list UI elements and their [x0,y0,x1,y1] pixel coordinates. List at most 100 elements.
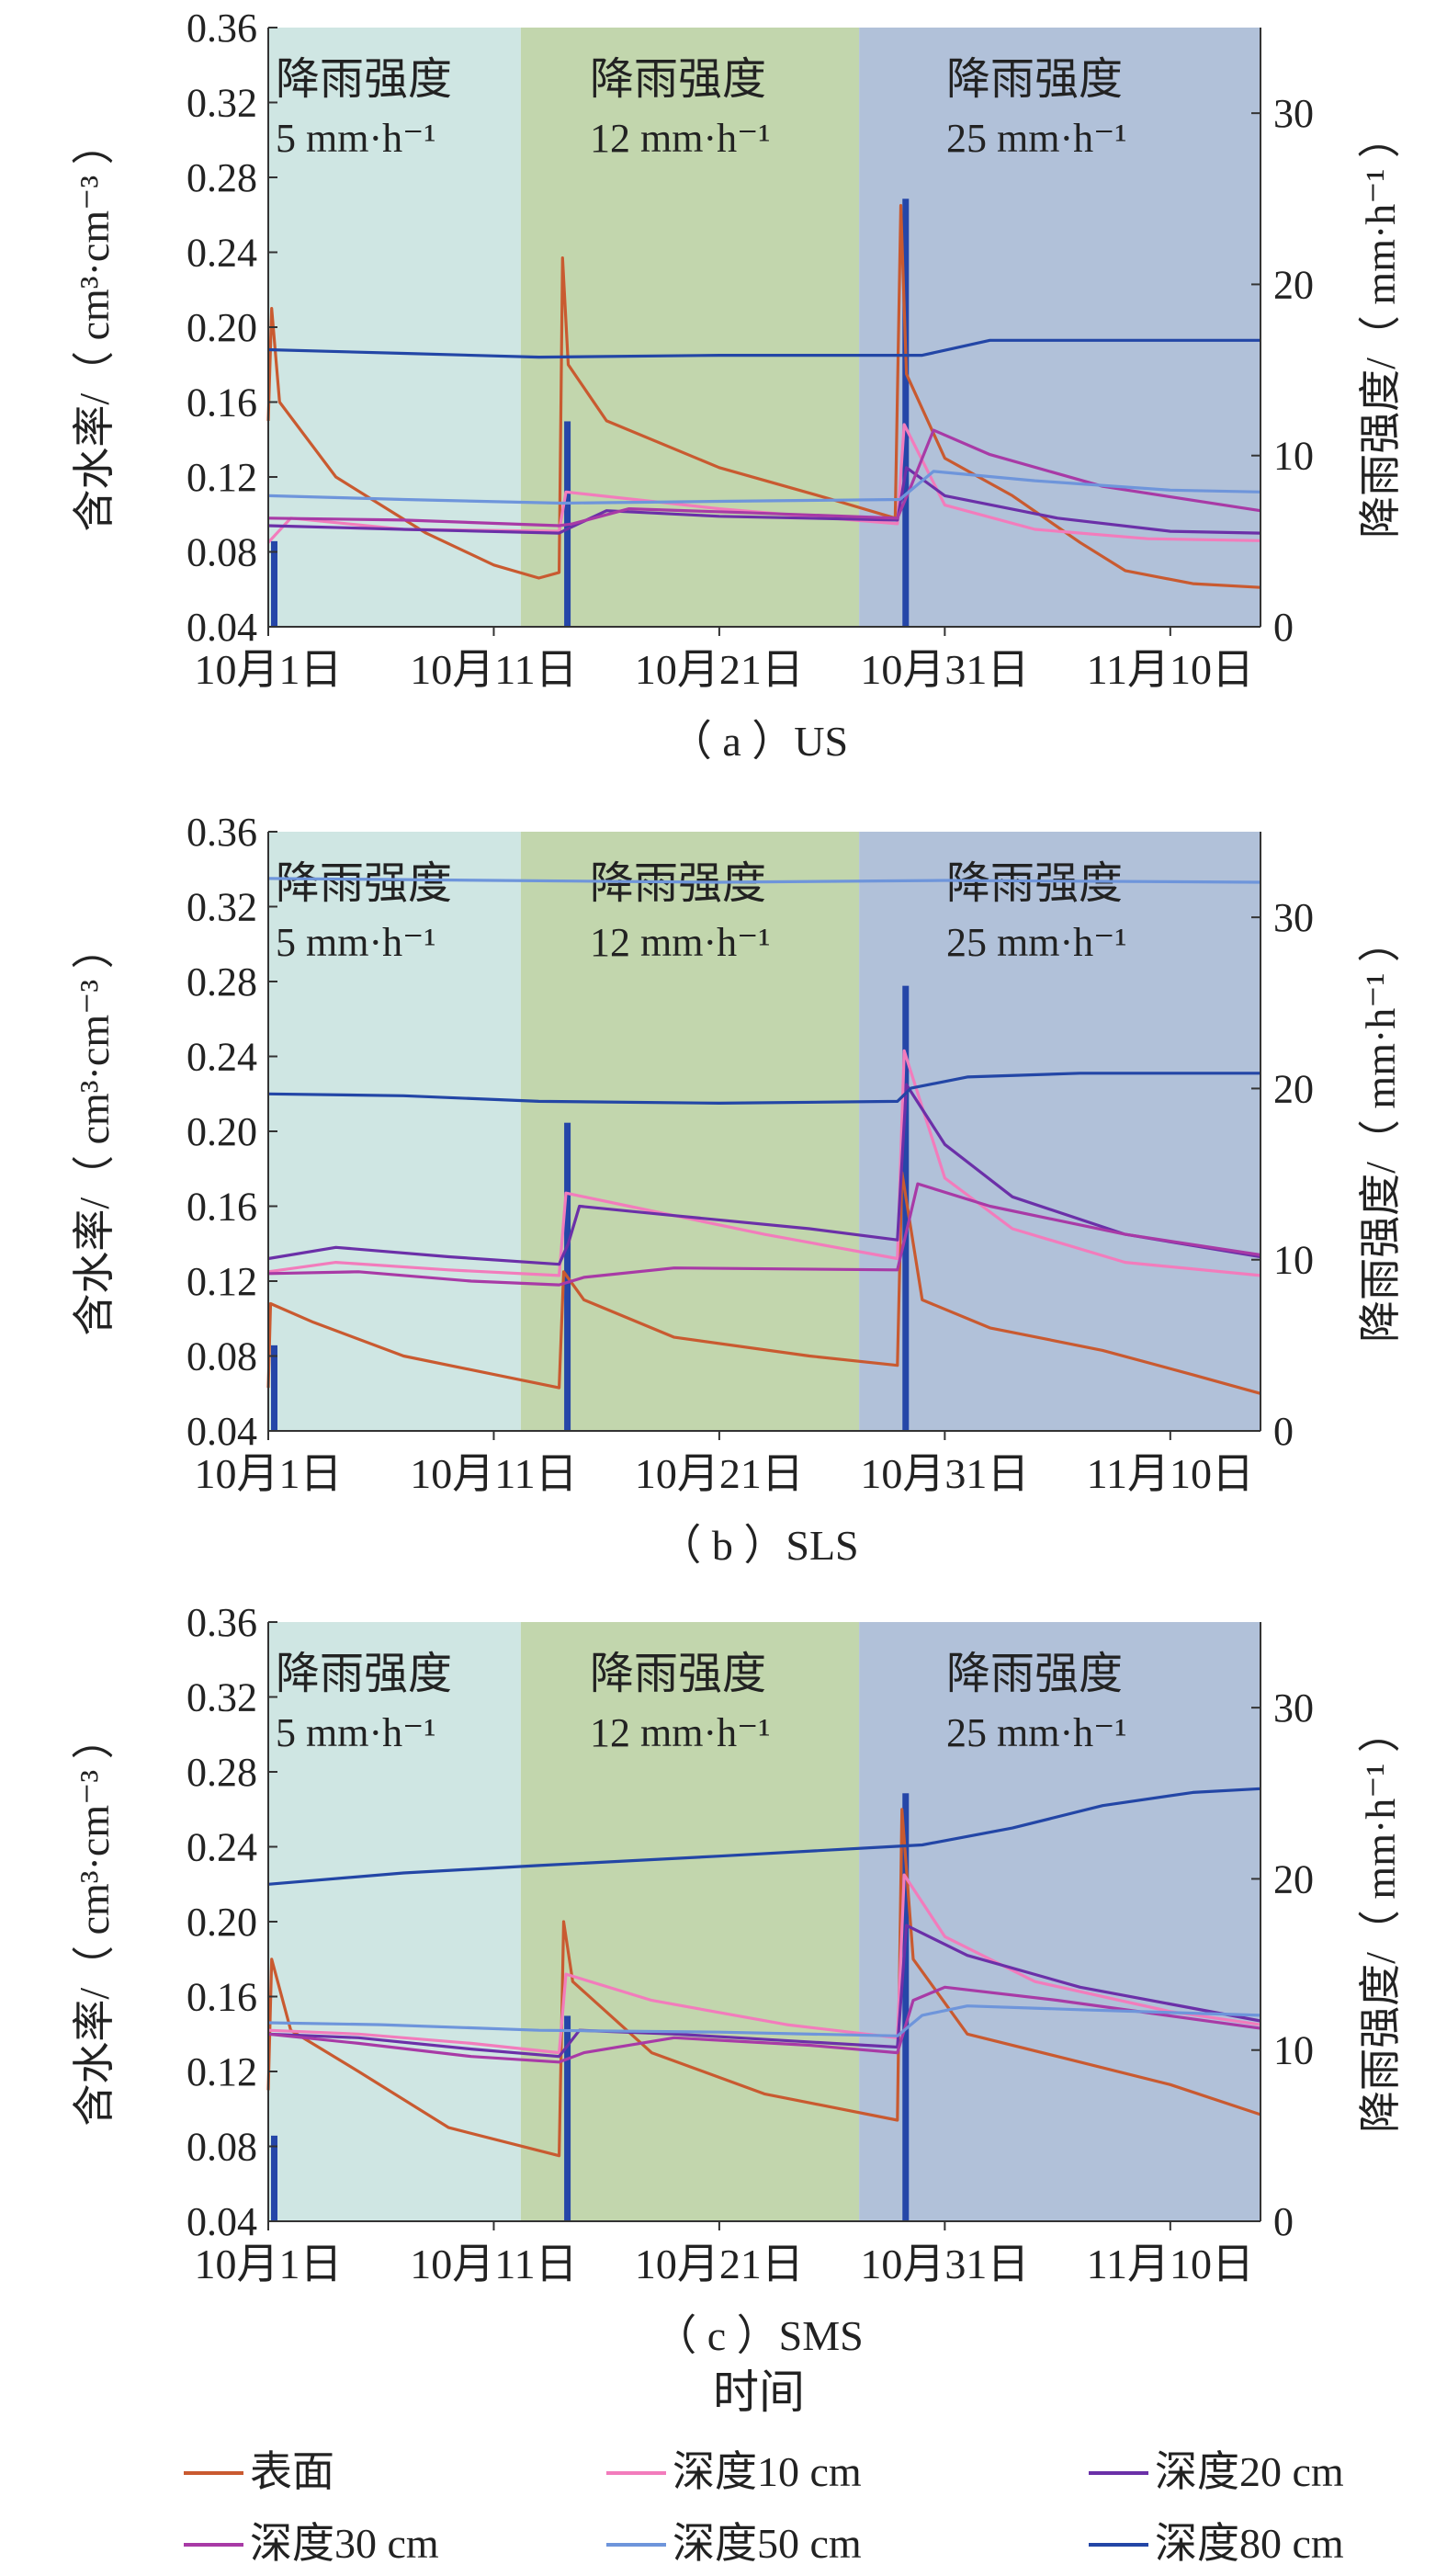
x-tick-label: 10月31日 [860,1450,1029,1497]
x-tick-label: 10月11日 [410,646,577,693]
rain-bar [271,540,277,627]
y-tick-label: 0.28 [187,155,257,200]
y-tick-label: 0.12 [187,455,257,500]
y-tick-label: 0.20 [187,1109,257,1154]
band-intensity: 5 mm·h⁻¹ [276,920,436,965]
legend-label: 深度30 cm [250,2520,439,2567]
series-line [267,1923,1261,2059]
y-tick-label: 0.16 [187,380,257,426]
band-intensity: 25 mm·h⁻¹ [946,1710,1127,1755]
series-line [266,204,1261,589]
y2-tick-label: 30 [1273,1685,1314,1731]
legend-label: 深度80 cm [1155,2520,1344,2567]
y-tick-label: 0.32 [187,885,257,930]
legend-item: 深度30 cm [184,2520,439,2567]
y-axis-title: 含水率/（ cm³·cm⁻³ ） [71,122,118,531]
x-tick-label: 11月10日 [1087,2241,1254,2287]
x-axis-title: 时间 [713,2366,805,2418]
legend-item: 深度80 cm [1089,2520,1344,2567]
y2-axis-title: 降雨强度/（ mm·h⁻¹ ） [1357,116,1404,539]
y-tick-label: 0.20 [187,305,257,350]
band-intensity: 12 mm·h⁻¹ [590,116,771,161]
y2-axis-title: 降雨强度/（ mm·h⁻¹ ） [1357,920,1404,1343]
y2-tick-label: 20 [1273,1856,1314,1901]
y-tick-label: 0.36 [187,6,257,51]
y-tick-label: 0.08 [187,2125,257,2170]
y-tick-label: 0.36 [187,810,257,855]
y-tick-label: 0.12 [187,1259,257,1304]
rain-bar [271,2135,277,2221]
y2-tick-label: 20 [1273,262,1314,307]
band-title: 降雨强度 [590,1650,766,1698]
y2-tick-label: 10 [1273,434,1314,479]
band-title: 降雨强度 [946,859,1123,908]
legend-label: 深度10 cm [673,2448,862,2495]
legend-item: 表面 [184,2448,334,2495]
x-tick-label: 10月21日 [635,2241,804,2287]
y-tick-label: 0.24 [187,231,257,276]
series-line [267,466,1261,535]
rain-bar [271,1345,277,1431]
y-tick-label: 0.28 [187,1750,257,1795]
band-title: 降雨强度 [946,1650,1123,1698]
y2-tick-label: 10 [1273,1238,1314,1283]
x-tick-label: 11月10日 [1087,1450,1254,1497]
y-tick-label: 0.16 [187,1185,257,1230]
y2-tick-label: 0 [1273,2199,1294,2244]
y-tick-label: 0.24 [187,1825,257,1870]
rain-period-band [520,28,860,627]
y-tick-label: 0.04 [187,605,257,650]
legend-label: 深度50 cm [673,2520,862,2567]
legend-item: 深度50 cm [606,2520,862,2567]
series-line [267,338,1260,359]
rain-bar [902,199,910,628]
x-tick-label: 10月21日 [635,1450,804,1497]
series-line [266,1808,1261,2158]
band-intensity: 5 mm·h⁻¹ [276,116,436,161]
rain-period-band [268,1622,521,2221]
series-line [267,1182,1261,1287]
rain-bar [564,2015,571,2221]
x-tick-label: 10月11日 [410,1450,577,1497]
y-tick-label: 0.08 [187,1334,257,1379]
series-line [267,1049,1261,1277]
rain-period-band [520,1622,860,2221]
y-tick-label: 0.28 [187,959,257,1004]
y-tick-label: 0.36 [187,1600,257,1645]
band-intensity: 25 mm·h⁻¹ [946,116,1127,161]
y2-tick-label: 10 [1273,2028,1314,2073]
legend: 表面 深度10 cm 深度20 cm 深度30 cm 深度50 cm 深度80 cm [184,2448,1344,2567]
series-line [267,2004,1261,2037]
panel-caption: （ c ）SMS [654,2312,863,2359]
y2-tick-label: 20 [1273,1066,1314,1111]
y-tick-label: 0.08 [187,530,257,575]
chart-panel: 降雨强度 5 mm·h⁻¹ 降雨强度 12 mm·h⁻¹ 降雨强度 25 mm·h⁻¹ 0.… [71,1600,1404,2359]
x-tick-label: 10月31日 [860,646,1029,693]
series-line [267,1985,1261,2064]
y-tick-label: 0.16 [187,1975,257,2020]
series-line [267,1083,1261,1266]
series-line [267,428,1261,528]
band-title: 降雨强度 [946,55,1123,104]
rain-period-band [268,832,521,1431]
series-line [267,1072,1260,1105]
series-line [267,1873,1261,2055]
x-tick-label: 10月1日 [195,2241,343,2287]
x-tick-label: 10月31日 [860,2241,1029,2287]
rain-bar [902,1793,910,2221]
y2-tick-label: 30 [1273,91,1314,136]
series-line [267,1787,1261,1886]
legend-item: 深度10 cm [606,2448,862,2495]
band-title: 降雨强度 [276,859,452,908]
band-intensity: 5 mm·h⁻¹ [276,1710,436,1755]
y-tick-label: 0.04 [187,2199,257,2244]
rain-period-band [520,832,860,1431]
y-tick-label: 0.04 [187,1409,257,1454]
legend-item: 深度20 cm [1089,2448,1344,2495]
y2-tick-label: 0 [1273,605,1294,650]
x-tick-label: 10月1日 [195,646,343,693]
rain-bar [902,985,910,1431]
chart-panel: 降雨强度 5 mm·h⁻¹ 降雨强度 12 mm·h⁻¹ 降雨强度 25 mm·h⁻¹ 0.… [71,6,1404,765]
series-line [267,470,1261,505]
